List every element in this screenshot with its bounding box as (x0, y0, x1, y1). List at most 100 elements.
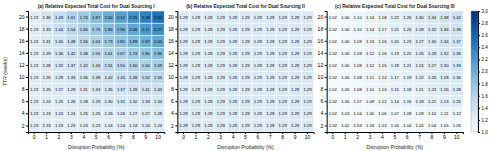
heatmap-cell (252, 96, 264, 108)
data-label: 1.29 (192, 15, 201, 20)
heatmap-cell (327, 108, 339, 120)
heatmap-cell (438, 72, 450, 84)
data-label: 1.29 (254, 51, 263, 56)
data-label: 1.25 (428, 75, 437, 80)
y-tick-mark (175, 77, 177, 78)
data-label: 1.29 (266, 27, 275, 32)
data-label: 1.31 (117, 99, 126, 104)
heatmap-cell (276, 120, 288, 132)
data-label: 1.56 (80, 39, 89, 44)
data-label: 1.29 (217, 51, 226, 56)
x-tick-label: 10 (305, 134, 311, 140)
heatmap-cell (289, 35, 301, 47)
heatmap-cell (438, 108, 450, 120)
heatmap-cell (90, 11, 102, 23)
data-label: 1.24 (117, 123, 126, 128)
data-label: 1.05 (341, 75, 350, 80)
x-tick: 8 (281, 132, 284, 140)
heatmap-cell (339, 84, 351, 96)
heatmap-cell (202, 47, 214, 59)
heatmap-cell (115, 84, 127, 96)
y-tick-mark (175, 113, 177, 114)
y-tick-mark (325, 89, 327, 90)
heatmap-cell (264, 84, 276, 96)
heatmap-cell (327, 120, 339, 132)
y-tick-mark (175, 89, 177, 90)
y-tick: 14 (168, 50, 177, 56)
heatmap-cell (252, 35, 264, 47)
x-tick-label: 0 (182, 134, 185, 140)
data-label: 1.37 (67, 63, 76, 68)
data-label: 1.23 (80, 123, 89, 128)
y-tick: 14 (318, 50, 327, 56)
x-tick-label: 1 (344, 134, 347, 140)
heatmap-cell (127, 11, 139, 23)
heatmap-cell (40, 72, 52, 84)
heatmap-cell (438, 11, 450, 23)
x-tick: 7 (269, 132, 272, 140)
heatmap-cell (401, 59, 413, 71)
heatmap-cell (127, 59, 139, 71)
y-tick-mark (26, 125, 28, 126)
data-label: 1.46 (92, 63, 101, 68)
y-tick-label: 8 (22, 86, 25, 92)
x-tick-label: 8 (431, 134, 434, 140)
heatmap-cell (177, 72, 189, 84)
data-label: 1.08 (403, 111, 412, 116)
heatmap-cell (90, 84, 102, 96)
x-tick-label: 7 (269, 134, 272, 140)
data-label: 1.32 (129, 99, 138, 104)
heatmap-cell (177, 11, 189, 23)
data-label: 1.12 (366, 63, 375, 68)
heatmap-cell (389, 35, 401, 47)
heatmap-cell (451, 35, 463, 47)
x-tick-label: 4 (82, 134, 85, 140)
data-label: 1.29 (179, 123, 188, 128)
colorbar-tick: 1.4 (478, 106, 488, 111)
y-tick-label: 18 (318, 26, 324, 32)
heatmap-cell (252, 23, 264, 35)
colorbar-tick: 1.0 (478, 130, 488, 135)
heatmap-cell (227, 84, 239, 96)
heatmap-cell (451, 84, 463, 96)
data-label: 1.23 (30, 111, 39, 116)
heatmap-cell (276, 72, 288, 84)
data-label: 2.27 (154, 27, 163, 32)
y-tick-label: 16 (318, 38, 324, 44)
heatmap-cell (376, 120, 388, 132)
data-label: 1.34 (440, 39, 449, 44)
data-label: 1.02 (329, 27, 338, 32)
heatmap-cell (215, 23, 227, 35)
heatmap-cell (102, 23, 114, 35)
data-label: 1.12 (453, 111, 462, 116)
data-label: 1.09 (416, 111, 425, 116)
y-tick: 12 (168, 62, 177, 68)
y-axis-title: TTR (weeks) (2, 57, 8, 86)
data-label: 1.29 (192, 111, 201, 116)
heatmap-cell (351, 120, 363, 132)
data-label: 1.29 (303, 63, 312, 68)
heatmap-cell (239, 96, 251, 108)
y-tick: 16 (19, 38, 28, 44)
heatmap-cell (389, 96, 401, 108)
data-label: 1.29 (241, 111, 250, 116)
heatmap-cell (28, 11, 40, 23)
data-label: 1.55 (117, 63, 126, 68)
x-tick: 7 (120, 132, 123, 140)
heatmap-cell (327, 72, 339, 84)
heatmap-cell (376, 47, 388, 59)
data-label: 1.29 (254, 99, 263, 104)
heatmap-cell (215, 108, 227, 120)
y-tick-mark (26, 29, 28, 30)
data-label: 1.18 (416, 99, 425, 104)
heatmap-cell (389, 72, 401, 84)
x-tick-label: 5 (244, 134, 247, 140)
heatmap-cell (252, 84, 264, 96)
data-label: 1.19 (403, 75, 412, 80)
data-label: 1.25 (55, 99, 64, 104)
x-tick: 1 (195, 132, 198, 140)
heatmap-cell (227, 11, 239, 23)
cell-labels: 1.291.291.291.291.291.291.291.291.291.29… (179, 15, 312, 129)
data-label: 1.73 (104, 39, 113, 44)
heatmap-cell (190, 11, 202, 23)
